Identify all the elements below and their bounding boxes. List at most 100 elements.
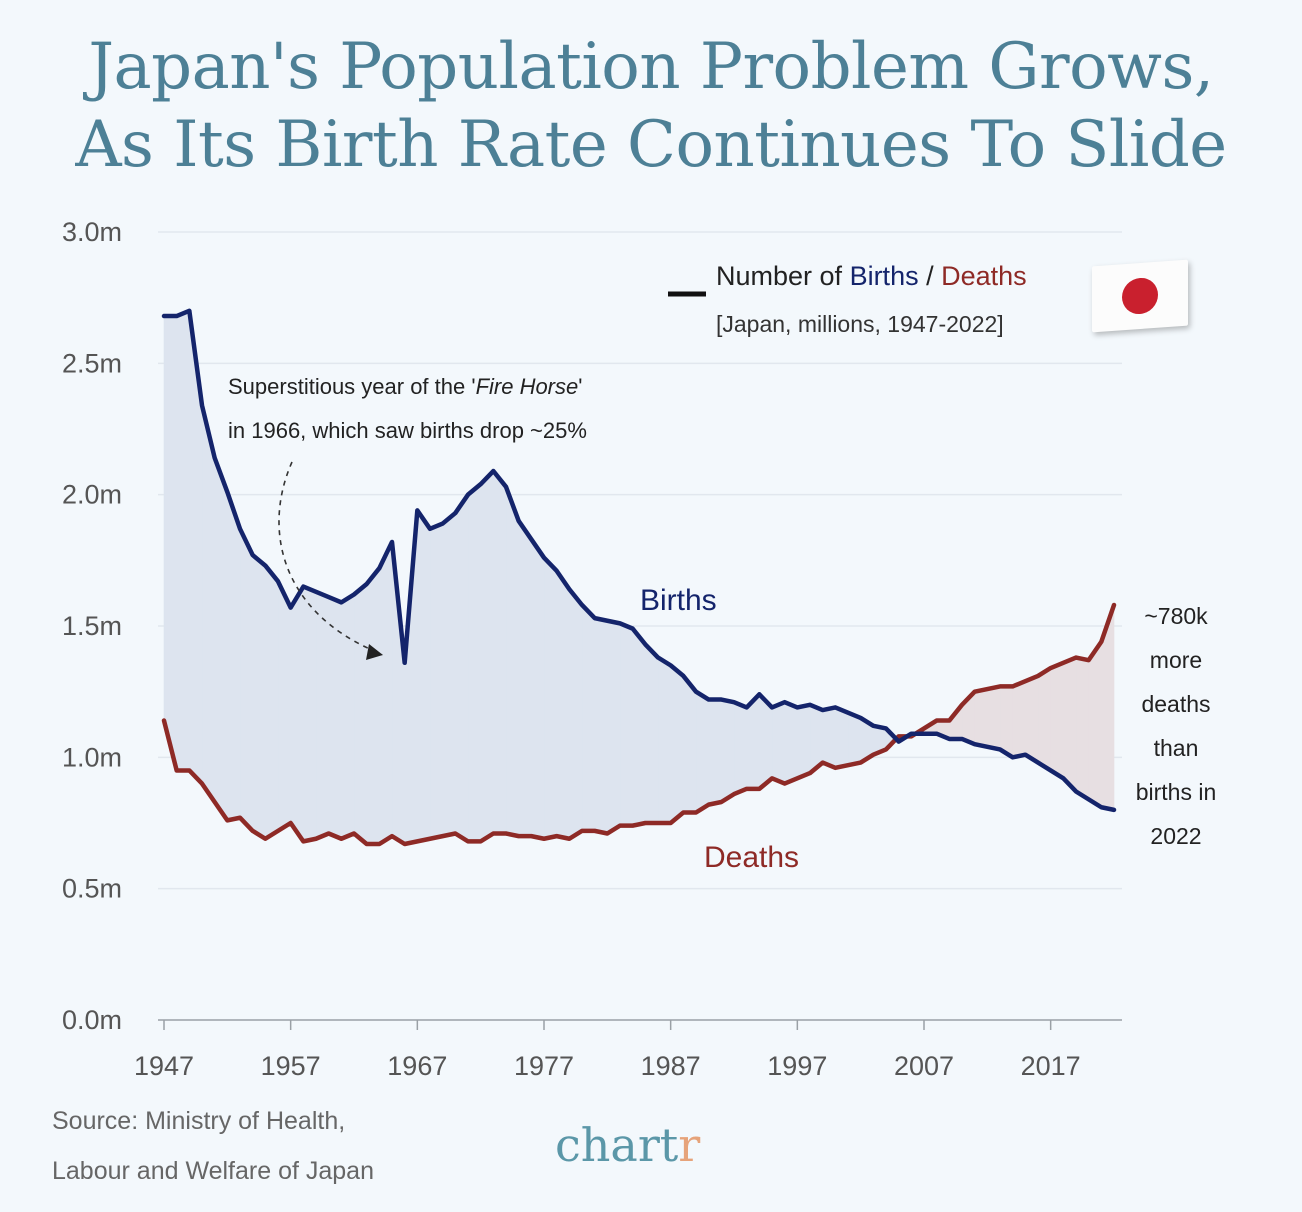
x-tick-label: 2007 (894, 1051, 954, 1081)
area-segment (201, 405, 215, 803)
x-tick-label: 1987 (641, 1051, 701, 1081)
x-tick-label: 1947 (134, 1051, 194, 1081)
annotation-line-2: in 1966, which saw births drop ~25% (228, 418, 587, 443)
area-segment (366, 567, 380, 845)
y-tick-label: 2.5m (62, 348, 122, 378)
area-segment (442, 512, 456, 837)
title-line-1: Japan's Population Problem Grows, (88, 30, 1214, 104)
area-segment (353, 583, 367, 845)
area-segment (214, 457, 228, 822)
source-note: Source: Ministry of Health, Labour and W… (52, 1096, 374, 1196)
area-segment (569, 588, 583, 840)
grid-lines (158, 231, 1122, 890)
area-segment (822, 707, 836, 769)
brand-logo: chartr (555, 1118, 700, 1172)
area-segment (1063, 657, 1077, 793)
area-segment (645, 643, 659, 824)
gap-note: ~780k more deaths than births in 2022 (1136, 603, 1217, 849)
area-segment (733, 701, 747, 795)
legend-births: Births (850, 261, 919, 291)
area-segment (695, 691, 709, 814)
area-segment (163, 315, 177, 771)
area-segment (657, 656, 671, 824)
legend: Number of Births / Deaths [Japan, millio… (668, 261, 1027, 337)
y-tick-label: 2.0m (62, 480, 122, 510)
area-segment (455, 493, 469, 842)
x-tick-label: 1997 (767, 1051, 827, 1081)
area-segment (1075, 657, 1089, 800)
area-segment (493, 470, 507, 834)
area-segment (543, 556, 557, 840)
legend-title-prefix: Number of (716, 261, 850, 291)
area-segment (328, 596, 342, 840)
x-axis: 1947 1957 1967 1977 1987 1997 2007 2017 (134, 1019, 1122, 1081)
area-segment (480, 470, 494, 842)
legend-slash: / (919, 261, 942, 291)
area-segment (556, 569, 570, 840)
area-segment (429, 523, 443, 840)
source-line-1: Source: Ministry of Health, (52, 1107, 346, 1135)
births-line (161, 308, 1117, 813)
flag-red-disc (1122, 276, 1158, 316)
annotation-arrow (278, 461, 373, 651)
area-segment (632, 627, 646, 826)
series-lines (161, 308, 1117, 847)
area-segment (1025, 675, 1039, 764)
area-segment (417, 509, 431, 842)
deaths-line (161, 602, 1117, 847)
y-tick-label: 1.5m (62, 611, 122, 641)
area-segment (670, 664, 684, 824)
area-segment (1050, 662, 1064, 779)
area-segment (176, 310, 190, 771)
area-segment (265, 564, 279, 840)
gap-note-line: ~780k (1144, 603, 1208, 629)
japan-flag-icon (1092, 259, 1188, 333)
x-tick-label: 1967 (387, 1051, 447, 1081)
fire-horse-annotation: Superstitious year of the 'Fire Horse' i… (228, 374, 587, 660)
area-segment (341, 593, 355, 840)
area-segment (290, 585, 304, 843)
x-tick-label: 2017 (1021, 1051, 1081, 1081)
area-segment (594, 617, 608, 834)
gap-note-line: than (1154, 735, 1199, 761)
area-segment (1088, 640, 1102, 808)
area-segment (581, 604, 595, 832)
area-segment (227, 491, 241, 821)
area-segment (531, 538, 545, 840)
x-tick-label: 1957 (261, 1051, 321, 1081)
area-segment (619, 622, 633, 826)
source-line-2: Labour and Welfare of Japan (52, 1157, 374, 1185)
area-segment (1037, 667, 1051, 772)
area-segment (721, 699, 735, 803)
area-segment (467, 483, 481, 842)
title-line-2: As Its Birth Rate Continues To Slide (75, 108, 1227, 182)
area-segment (987, 686, 1001, 750)
y-axis: 0.0m 0.5m 1.0m 1.5m 2.0m 2.5m 3.0m (62, 217, 122, 1035)
gap-note-line: deaths (1141, 691, 1210, 717)
y-tick-label: 3.0m (62, 217, 122, 247)
annotation-line-1: Superstitious year of the 'Fire Horse' (228, 374, 582, 399)
area-segment (797, 704, 811, 779)
area-segment (708, 699, 722, 805)
area-segment (683, 675, 697, 813)
gap-note-line: births in (1136, 779, 1217, 805)
area-segment (847, 712, 861, 766)
area-segment (379, 541, 393, 845)
area-segment (999, 686, 1013, 758)
area-segment (835, 706, 849, 769)
legend-subtitle: [Japan, millions, 1947-2022] (716, 311, 1004, 337)
y-tick-label: 1.0m (62, 742, 122, 772)
y-tick-label: 0.5m (62, 874, 122, 904)
area-segment (784, 701, 798, 785)
area-segment (771, 701, 785, 785)
area-segment (239, 528, 253, 832)
area-segment (252, 554, 266, 840)
legend-title: Number of Births / Deaths (716, 261, 1027, 291)
area-segment (277, 581, 291, 832)
brand-accent: r (678, 1118, 701, 1172)
y-tick-label: 0.0m (62, 1005, 122, 1035)
area-segment (1012, 680, 1026, 758)
area-segment (518, 519, 532, 837)
brand-main: chart (555, 1118, 679, 1172)
